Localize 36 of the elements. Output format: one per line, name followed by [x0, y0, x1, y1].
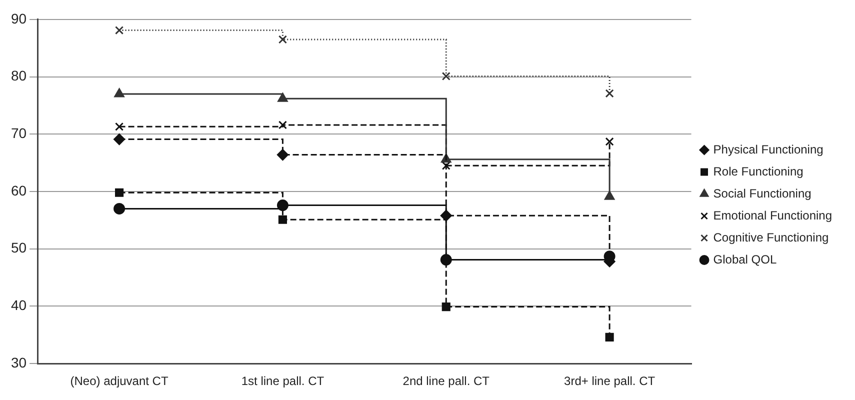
point: [278, 120, 287, 130]
point: [440, 210, 452, 222]
x-tick-label: (Neo) adjuvant CT: [70, 374, 169, 388]
point: [115, 122, 124, 131]
legend-label: Cognitive Functioning: [713, 230, 829, 244]
point: [442, 72, 450, 80]
point: [276, 149, 288, 161]
point: [115, 26, 124, 35]
point: [115, 188, 124, 197]
point: [605, 137, 614, 146]
y-tick-label: 50: [10, 240, 27, 256]
point: [114, 202, 126, 214]
point: [605, 332, 614, 342]
point: [114, 134, 126, 146]
point: [278, 215, 287, 224]
point: [278, 92, 288, 102]
legend-label: Emotional Functioning: [713, 208, 832, 222]
point: [604, 190, 615, 200]
x-tick-label: 1st line pall. CT: [241, 374, 325, 388]
y-tick-label: 90: [10, 10, 27, 26]
y-tick-label: 80: [10, 68, 27, 84]
point: [442, 302, 450, 312]
legend-label: Role Functioning: [713, 164, 804, 178]
y-tick-label: 60: [10, 182, 27, 198]
point: [278, 35, 287, 44]
point: [605, 89, 614, 98]
legend-label: Global QOL: [713, 252, 777, 266]
legend-label: Physical Functioning: [713, 142, 824, 156]
y-tick-label: 40: [10, 297, 27, 314]
point: [276, 200, 288, 212]
x-tick-label: 2nd line pall. CT: [402, 374, 490, 388]
x-tick-label: 3rd+ line pall. CT: [564, 374, 656, 388]
legend-label: Social Functioning: [713, 186, 812, 200]
y-tick-label: 30: [10, 354, 27, 370]
y-tick-label: 70: [10, 124, 27, 141]
point: [114, 88, 124, 98]
